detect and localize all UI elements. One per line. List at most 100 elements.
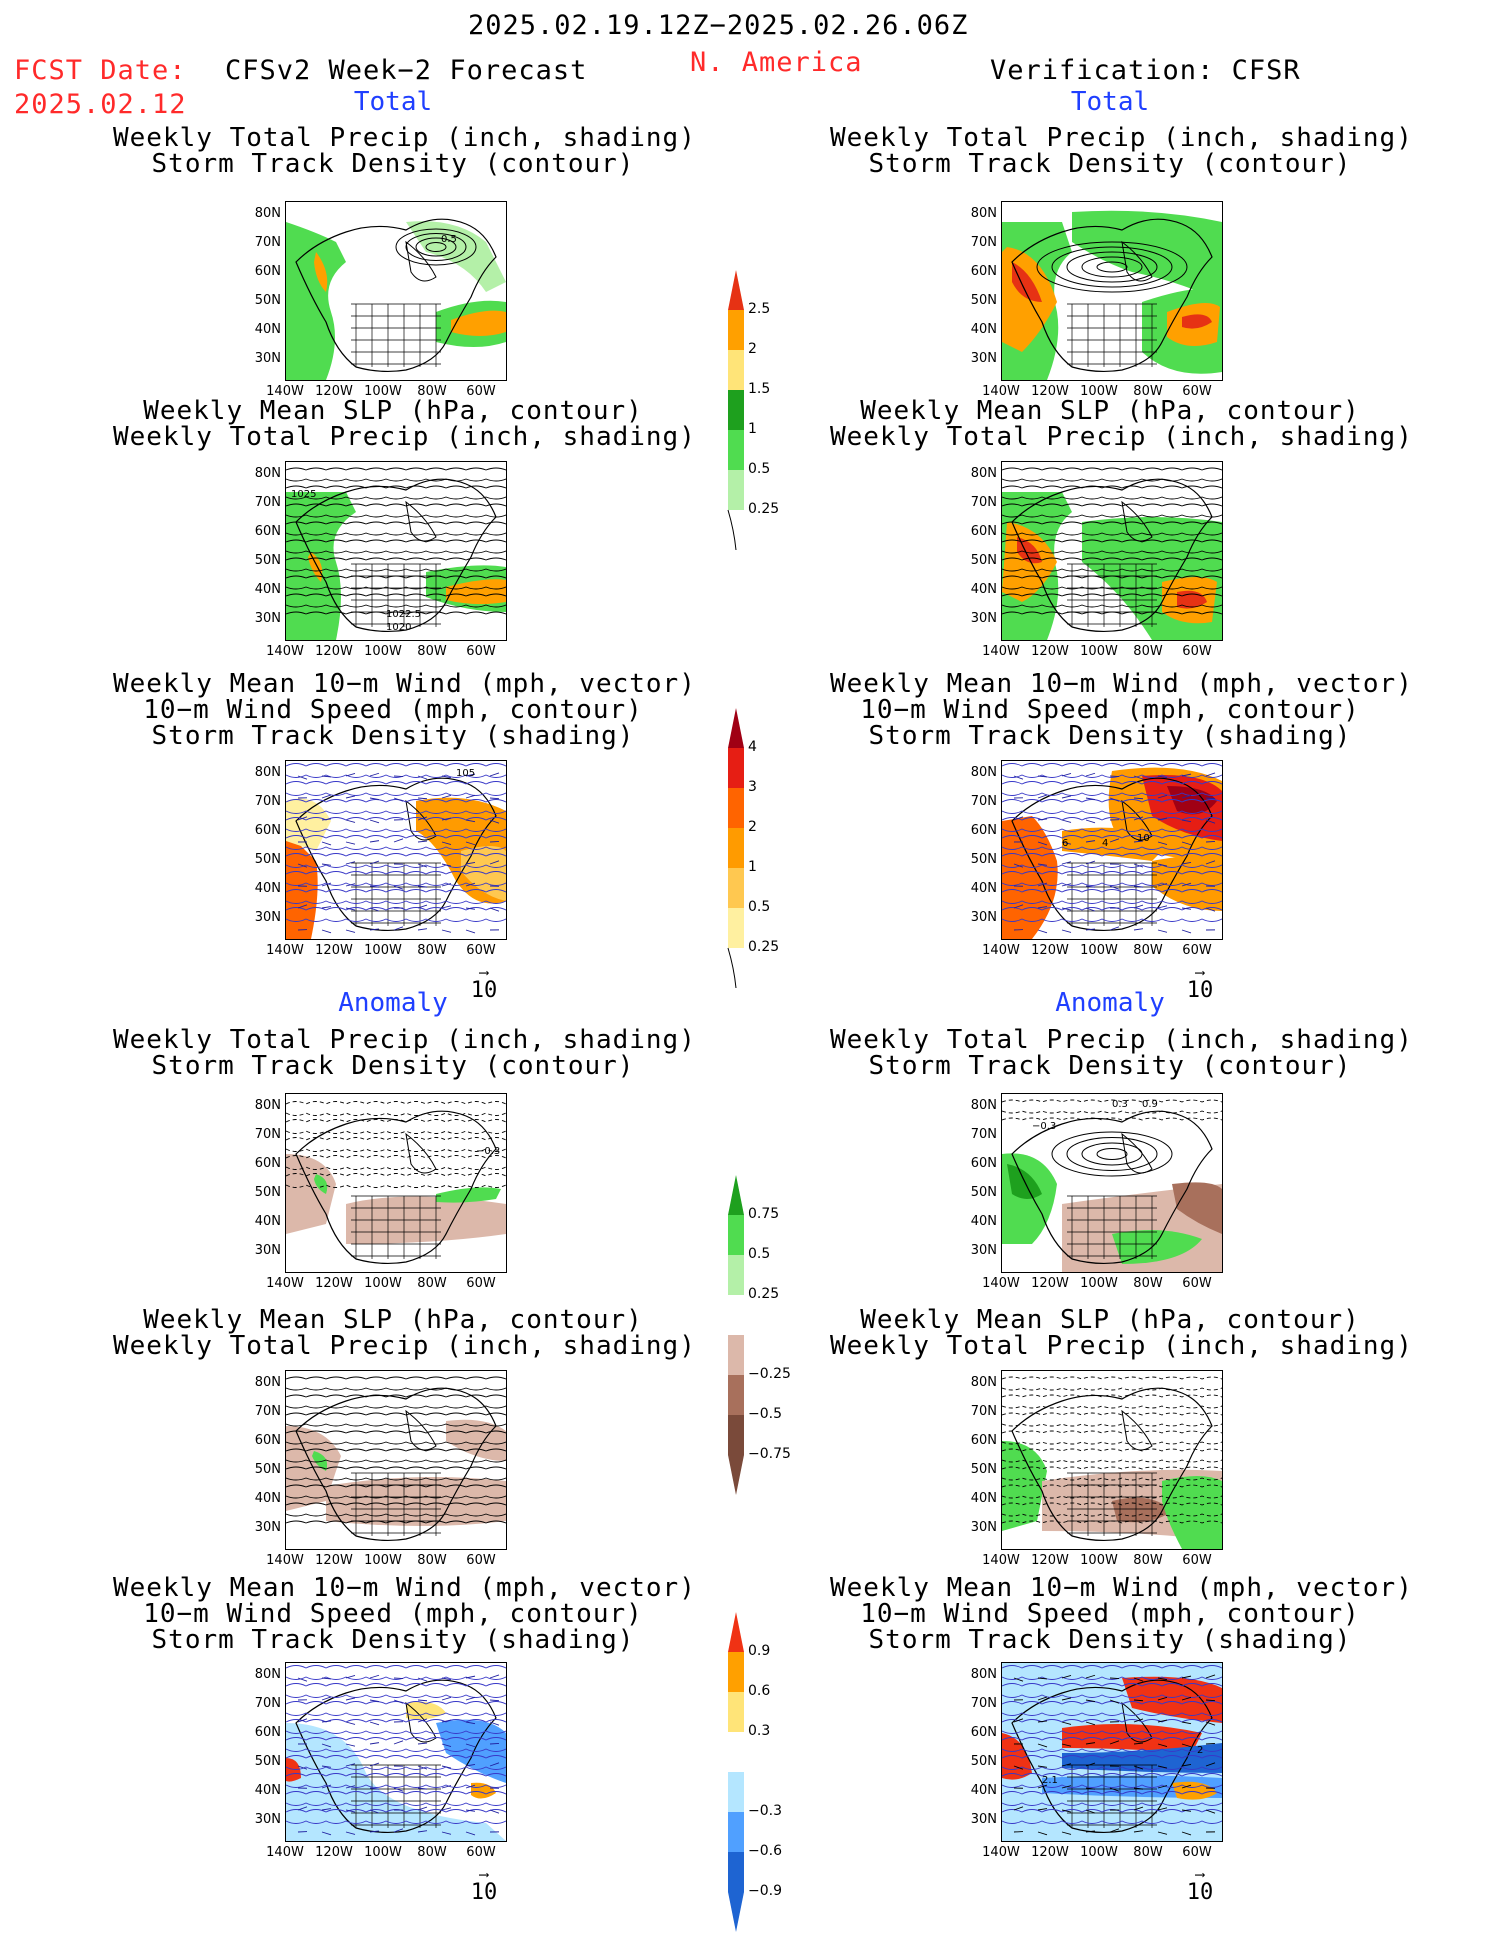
verification-title: Verification: CFSR (990, 55, 1301, 86)
wind-vector (370, 820, 379, 823)
wind-speed-contour (286, 1684, 506, 1687)
storm-track-contour (286, 1113, 506, 1116)
wind-vector (442, 930, 451, 932)
lon-tick-label: 80W (1128, 644, 1168, 659)
contour-label: 0.5 (441, 234, 457, 245)
wind-vector (346, 773, 355, 776)
panel-title-line: Weekly Total Precip (inch, shading) (113, 125, 673, 151)
panel-title-line: Weekly Mean SLP (hPa, contour) (113, 398, 673, 424)
verification-map-p_ob (1001, 201, 1223, 381)
precip-colorbar (724, 270, 748, 554)
colorbar-swatch (728, 310, 744, 350)
wind-vector (466, 1676, 475, 1678)
lat-tick-label: 30N (247, 351, 281, 366)
panel-title-line: Storm Track Density (contour) (113, 1053, 673, 1079)
lon-tick-label: 60W (1177, 1276, 1217, 1291)
slp-contour (286, 1406, 506, 1408)
wind-vector (418, 1700, 427, 1701)
wind-vector (394, 1678, 403, 1679)
lat-tick-label: 40N (963, 881, 997, 896)
colorbar-label: 0.5 (748, 461, 770, 477)
wind-vector (370, 861, 379, 864)
lat-tick-label: 60N (247, 1725, 281, 1740)
precip-anom-shading (1162, 1476, 1222, 1549)
colorbar-cap (728, 270, 744, 310)
lat-tick-label: 70N (247, 495, 281, 510)
wind-speed-contour (286, 1666, 506, 1669)
panel-title-line: 10−m Wind Speed (mph, contour) (113, 1601, 673, 1627)
lat-tick-label: 30N (963, 1243, 997, 1258)
wind-vector (418, 1807, 427, 1810)
wind-vector (490, 798, 499, 799)
colorbar-swatch (728, 1335, 744, 1375)
track-anomaly-colorbar (724, 1612, 748, 1936)
lat-tick-label: 80N (247, 1098, 281, 1113)
lon-tick-label: 120W (1030, 1553, 1070, 1568)
wind-vector (1110, 886, 1119, 889)
hudson-bay-outline (1122, 1411, 1152, 1450)
lat-tick-label: 40N (247, 1783, 281, 1798)
lat-tick-label: 80N (963, 206, 997, 221)
wind-vector (346, 820, 355, 822)
lat-tick-label: 40N (247, 1214, 281, 1229)
panel-title-line: Storm Track Density (shading) (830, 1627, 1390, 1653)
contour-label: −0.3 (1032, 1121, 1056, 1132)
hudson-bay-outline (406, 1411, 436, 1450)
wind-vector (490, 841, 499, 842)
lon-tick-label: 120W (314, 1553, 354, 1568)
lat-tick-label: 80N (247, 765, 281, 780)
lat-tick-label: 80N (247, 1667, 281, 1682)
lon-tick-label: 80W (412, 1845, 452, 1860)
colorbar-cap (728, 1892, 744, 1932)
lat-tick-label: 30N (247, 910, 281, 925)
lat-tick-label: 40N (247, 582, 281, 597)
section-anomaly-left: Anomaly (113, 988, 673, 1018)
lat-tick-label: 30N (247, 1520, 281, 1535)
lat-tick-label: 50N (963, 852, 997, 867)
lat-tick-label: 70N (963, 1127, 997, 1142)
colorbar-label: −0.6 (748, 1843, 782, 1859)
wind-vector (394, 1788, 403, 1791)
wind-vector (1110, 1678, 1119, 1679)
region-title: N. America (690, 47, 863, 78)
wind-vector (346, 1675, 355, 1678)
wind-vector (346, 1722, 355, 1724)
colorbar-label: 1.5 (748, 381, 770, 397)
colorbar-swatch (728, 1812, 744, 1852)
lat-tick-label: 70N (963, 794, 997, 809)
slp-contour (1002, 479, 1222, 481)
panel-title-line: Weekly Total Precip (inch, shading) (113, 1027, 673, 1053)
lon-tick-label: 80W (412, 1276, 452, 1291)
state-borders (351, 304, 441, 367)
wind-vector (490, 1743, 499, 1744)
lat-tick-label: 60N (247, 823, 281, 838)
colorbar-swatch (728, 748, 744, 788)
lon-tick-label: 140W (981, 644, 1021, 659)
colorbar-label: 2 (748, 341, 757, 357)
lon-tick-label: 60W (461, 644, 501, 659)
lat-tick-label: 30N (963, 910, 997, 925)
panel-title-line: Storm Track Density (shading) (830, 723, 1390, 749)
lon-tick-label: 140W (265, 1845, 305, 1860)
lat-tick-label: 30N (247, 611, 281, 626)
storm-track-contour (286, 1131, 506, 1134)
lon-tick-label: 140W (981, 1276, 1021, 1291)
section-total-left: Total (113, 87, 673, 117)
lon-tick-label: 120W (314, 1276, 354, 1291)
lat-tick-label: 60N (247, 1156, 281, 1171)
colorbar-cap (728, 1455, 744, 1495)
map-canvas (1002, 202, 1222, 380)
wind-vector (322, 864, 331, 865)
wind-vector (1062, 796, 1071, 798)
lon-tick-label: 100W (363, 1553, 403, 1568)
slp-contour (1002, 468, 1222, 470)
lon-tick-label: 60W (461, 943, 501, 958)
panel-title-line: Storm Track Density (contour) (113, 151, 673, 177)
lat-tick-label: 50N (963, 1185, 997, 1200)
lat-tick-label: 30N (247, 1812, 281, 1827)
slp-contour (286, 1377, 506, 1379)
